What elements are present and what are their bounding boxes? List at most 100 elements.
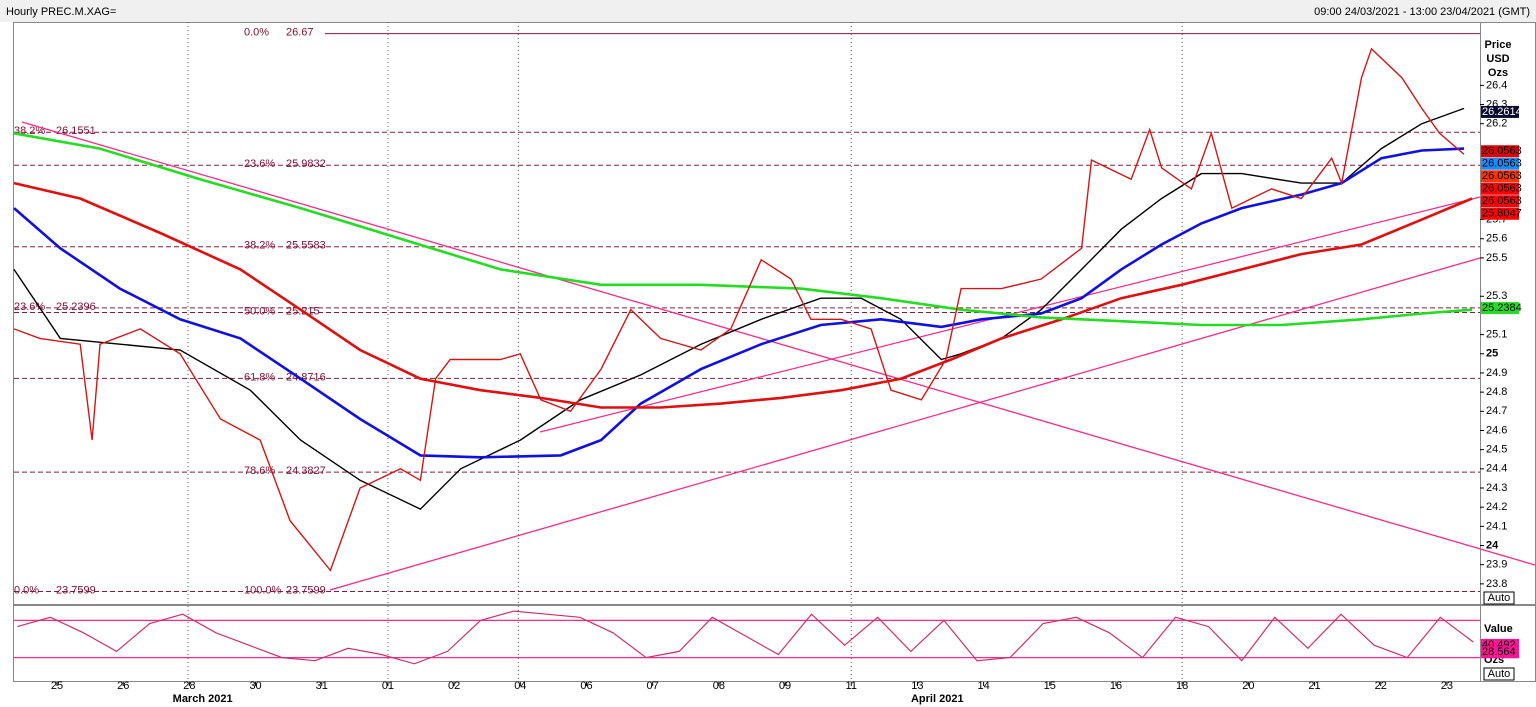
x-tick-label: 13 (911, 680, 923, 692)
y-tick-label: 23.8 (1486, 578, 1507, 590)
price-tag (1481, 157, 1519, 170)
x-tick-label: 14 (977, 680, 989, 692)
price-tag-label: 25.8047 (1482, 208, 1522, 220)
y-tick-label: 24.1 (1486, 520, 1507, 532)
fib-value: 26.67 (286, 26, 314, 38)
fib-value: 25.5583 (286, 240, 326, 252)
y-tick-label: 24 (1486, 539, 1499, 551)
fib-value: 25.9832 (286, 158, 326, 170)
auto-label[interactable]: Auto (1488, 668, 1511, 680)
x-tick-label: 08 (713, 680, 725, 692)
price-tag-label: 26.0563 (1482, 183, 1522, 195)
price-tag-label: 26.0563 (1482, 145, 1522, 157)
x-tick-label: 21 (1308, 680, 1320, 692)
y-tick-label: 26.2 (1486, 118, 1507, 130)
price-tag (1481, 195, 1519, 208)
y-tick-label: 25.1 (1486, 329, 1507, 341)
oscillator-label: Value (1484, 623, 1513, 635)
x-tick-label: 01 (382, 680, 394, 692)
y-tick-label: 24.5 (1486, 444, 1507, 456)
series-line (13, 132, 1473, 327)
fib-value: 23.7599 (286, 584, 326, 596)
x-tick-label: 02 (448, 680, 460, 692)
x-tick-label: 31 (316, 680, 328, 692)
x-tick-label: 25 (51, 680, 63, 692)
x-tick-label: 22 (1375, 680, 1387, 692)
fib-pct: 23.6% (14, 301, 45, 313)
y-tick-label: 26.4 (1486, 79, 1507, 91)
auto-button[interactable] (1483, 591, 1515, 605)
x-tick-label: 04 (514, 680, 526, 692)
y-tick-label: 24.3 (1486, 482, 1507, 494)
y-axis-label: USD (1486, 53, 1509, 65)
fib-value: 26.1551 (56, 125, 96, 137)
y-tick-label: 24.4 (1486, 463, 1507, 475)
x-tick-label: 30 (249, 680, 261, 692)
y-tick-label: 24.6 (1486, 424, 1507, 436)
x-tick-label: 07 (647, 680, 659, 692)
y-tick-label: 25.5 (1486, 252, 1507, 264)
series-line (13, 147, 1465, 459)
auto-button[interactable] (1483, 667, 1515, 681)
oscillator-frame (13, 605, 1536, 682)
fib-pct: 100.0% (244, 584, 282, 596)
oscillator-tag (1481, 646, 1519, 659)
price-panel-frame (13, 22, 1536, 605)
series-line (13, 47, 1465, 572)
fib-pct: 38.2% (244, 240, 275, 252)
y-tick-label: 25.6 (1486, 233, 1507, 245)
price-tag-label: 26.0563 (1482, 195, 1522, 207)
y-tick-label: 25 (1486, 348, 1498, 360)
price-tag (1481, 105, 1519, 118)
price-tag-label: 26.0563 (1482, 170, 1522, 182)
x-tick-label: 06 (580, 680, 592, 692)
fib-pct: 78.6% (244, 465, 275, 477)
x-tick-label: 26 (117, 680, 129, 692)
price-tag (1481, 145, 1519, 158)
x-tick-label: 11 (846, 680, 857, 692)
x-tick-label: 28 (183, 680, 195, 692)
y-tick-label: 24.7 (1486, 405, 1507, 417)
x-tick-label: 15 (1044, 680, 1056, 692)
price-tag (1481, 170, 1519, 183)
y-tick-label: 23.9 (1486, 559, 1507, 571)
series-line (13, 181, 1473, 409)
y-tick-label: 24.9 (1486, 367, 1507, 379)
fib-pct: 61.8% (244, 371, 275, 383)
header-bar (0, 0, 1536, 22)
price-tag (1481, 182, 1519, 195)
x-tick-label: 09 (779, 680, 791, 692)
x-tick-label: 18 (1176, 680, 1188, 692)
price-tag (1481, 207, 1519, 220)
price-tag-label: 26.0563 (1482, 158, 1522, 170)
fib-value: 23.7599 (56, 584, 96, 596)
oscillator-line (17, 610, 1474, 665)
x-tick-label: 23 (1441, 680, 1453, 692)
fib-value: 24.3827 (286, 465, 326, 477)
y-tick-label: 25.3 (1486, 290, 1507, 302)
fib-value: 25.2396 (56, 301, 96, 313)
y-axis-label: Ozs (1488, 67, 1508, 79)
auto-label[interactable]: Auto (1488, 592, 1511, 604)
month-label: April 2021 (911, 693, 964, 705)
fib-pct: 50.0% (244, 305, 275, 317)
y-tick-label: 24.8 (1486, 386, 1507, 398)
x-tick-label: 16 (1110, 680, 1122, 692)
date-range: 09:00 24/03/2021 - 13:00 23/04/2021 (GMT… (1314, 6, 1530, 18)
y-axis-label: Price (1485, 39, 1512, 51)
chart-title: Hourly PREC.M.XAG= (6, 6, 116, 18)
price-tag-label: 26.2614 (1482, 106, 1522, 118)
month-label: March 2021 (173, 693, 233, 705)
series-line (13, 107, 1465, 510)
fib-pct: 23.6% (244, 158, 275, 170)
fib-pct: 0.0% (244, 26, 269, 38)
price-tag-label: 25.2384 (1482, 302, 1522, 314)
trendline (329, 257, 1481, 591)
x-tick-label: 20 (1242, 680, 1254, 692)
price-tag (1481, 302, 1519, 315)
trendline (21, 121, 1536, 566)
y-tick-label: 24.2 (1486, 501, 1507, 513)
fib-pct: 0.0% (14, 584, 39, 596)
oscillator-tag-label: 28.564 (1482, 646, 1516, 658)
